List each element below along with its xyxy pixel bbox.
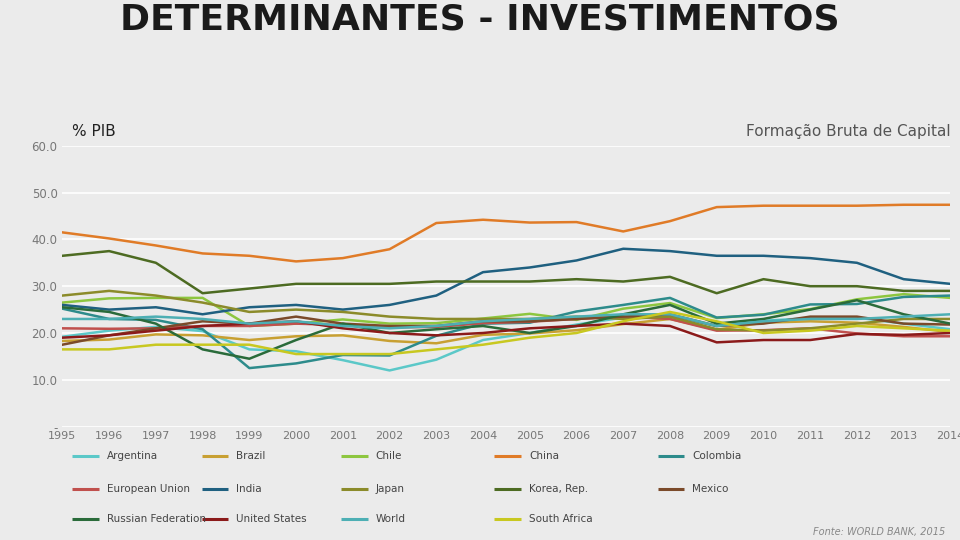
Text: Korea, Rep.: Korea, Rep. <box>529 484 588 494</box>
Text: % PIB: % PIB <box>72 124 116 139</box>
Text: China: China <box>529 451 559 461</box>
Text: Mexico: Mexico <box>692 484 729 494</box>
Text: DETERMINANTES - INVESTIMENTOS: DETERMINANTES - INVESTIMENTOS <box>120 3 840 37</box>
Text: United States: United States <box>236 515 307 524</box>
Text: Colombia: Colombia <box>692 451 741 461</box>
Text: India: India <box>236 484 262 494</box>
Text: Fonte: WORLD BANK, 2015: Fonte: WORLD BANK, 2015 <box>813 527 946 537</box>
Text: European Union: European Union <box>107 484 189 494</box>
Text: Russian Federation: Russian Federation <box>107 515 205 524</box>
Text: Formação Bruta de Capital: Formação Bruta de Capital <box>746 124 950 139</box>
Text: Brazil: Brazil <box>236 451 266 461</box>
Text: World: World <box>375 515 405 524</box>
Text: Japan: Japan <box>375 484 404 494</box>
Text: Chile: Chile <box>375 451 401 461</box>
Text: South Africa: South Africa <box>529 515 592 524</box>
Text: Argentina: Argentina <box>107 451 157 461</box>
